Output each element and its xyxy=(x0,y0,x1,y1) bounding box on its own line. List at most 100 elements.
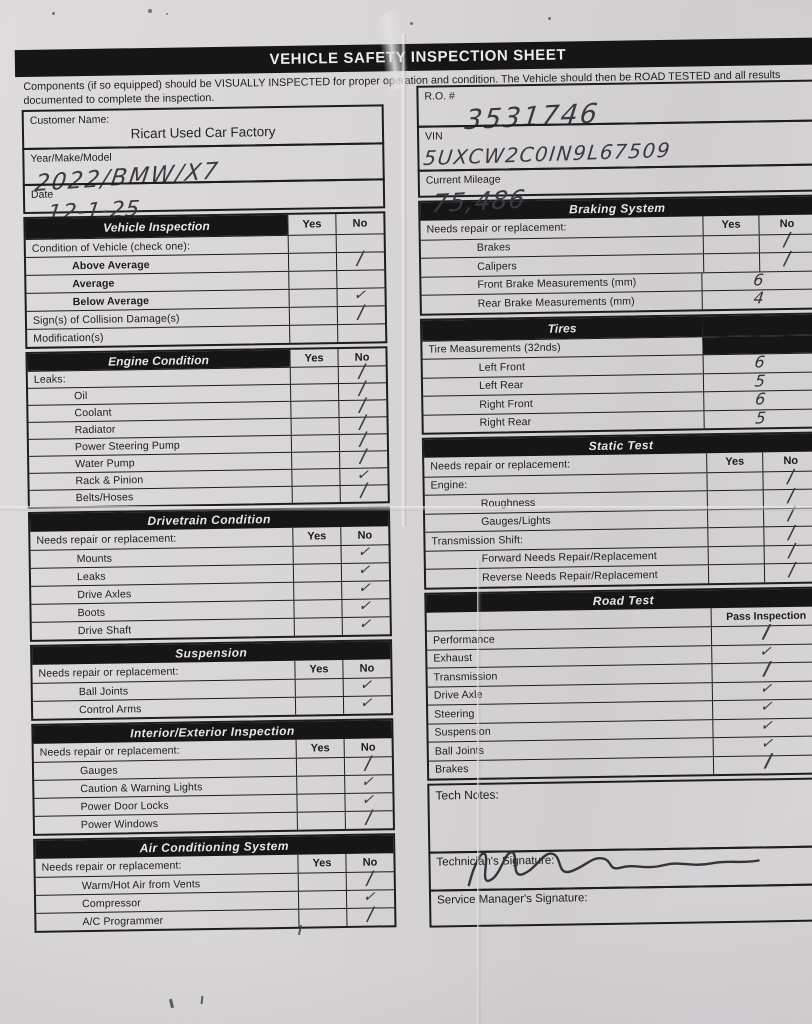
yes-header-cell: Yes xyxy=(297,853,346,873)
section-air-conditioning-system: Air Conditioning System Needs repair or r… xyxy=(33,833,397,933)
yes-cell xyxy=(289,367,338,384)
measurement-value: 5 xyxy=(754,371,767,391)
yes-cell xyxy=(292,546,341,564)
right-column: R.O. # 3531746 VIN 5UXCW2C0IN9L67509 Cur… xyxy=(416,79,812,928)
check-mark: ✓ xyxy=(758,697,777,717)
check-mark: ✓ xyxy=(358,693,377,713)
yes-cell xyxy=(296,776,345,794)
black-cell xyxy=(702,335,812,355)
row-label: Control Arms xyxy=(78,702,142,716)
yes-cell xyxy=(706,490,763,509)
section-engine-condition: Engine Condition Yes No Leaks: / Oil / Coolant /… xyxy=(25,346,390,509)
service-manager-signature-box: Service Manager's Signature: xyxy=(428,883,812,928)
row-label: A/C Programmer xyxy=(82,914,164,928)
yes-cell xyxy=(289,384,339,401)
value-cell: 6 xyxy=(701,270,812,291)
yes-cell xyxy=(296,811,345,830)
pass-cell: / xyxy=(711,656,812,682)
no-cell: / xyxy=(335,245,385,271)
yes-cell xyxy=(296,794,345,812)
no-cell: / xyxy=(762,501,812,527)
yes-cell xyxy=(297,890,347,909)
left-sections: Vehicle Inspection Yes No Condition of Vehi… xyxy=(23,211,397,933)
tech-notes-box: Tech Notes: xyxy=(427,777,812,854)
measurement-value: 6 xyxy=(753,352,767,372)
no-cell: / xyxy=(763,519,812,545)
field-current-mileage: Current Mileage 75,486 xyxy=(417,163,812,218)
pass-cell: ✓ xyxy=(712,734,812,756)
pass-cell: ✓ xyxy=(711,642,812,664)
yes-cell xyxy=(702,234,759,254)
section-banner: Vehicle Inspection xyxy=(25,214,288,239)
yes-cell xyxy=(707,545,764,565)
yes-cell xyxy=(289,325,338,343)
yes-cell xyxy=(294,697,344,715)
pass-cell: ✓ xyxy=(712,697,812,719)
no-cell: / xyxy=(344,804,393,829)
yes-cell xyxy=(290,418,339,435)
form-title: VEHICLE SAFETY INSPECTION SHEET xyxy=(269,46,567,69)
pass-cell: ✓ xyxy=(712,715,812,738)
row-label: Reverse Needs Repair/Replacement xyxy=(481,568,658,584)
section-interior-exterior-inspection: Interior/Exterior Inspection Needs repair… xyxy=(31,718,395,836)
slash-mark: / xyxy=(355,244,366,270)
yes-header-cell: Yes xyxy=(289,349,338,367)
yes-cell xyxy=(293,618,342,636)
yes-cell xyxy=(291,486,340,503)
black-cell xyxy=(701,314,812,336)
check-mark: ✓ xyxy=(356,560,375,580)
slash-mark: / xyxy=(358,477,370,503)
measurement-value: 6 xyxy=(752,270,766,290)
slash-mark: / xyxy=(364,803,375,829)
yes-cell xyxy=(295,758,345,776)
check-mark: ✓ xyxy=(759,715,777,735)
section-vehicle-inspection: Vehicle Inspection Yes No Condition of Vehi… xyxy=(23,211,388,349)
slash-mark: / xyxy=(782,245,793,271)
pass-cell: ✓ xyxy=(711,678,812,701)
value-cell: 6 xyxy=(703,389,812,410)
value-cell: 5 xyxy=(703,408,812,429)
yes-header-cell: Yes xyxy=(706,452,763,472)
value-cell: 4 xyxy=(701,289,812,309)
section-road-test: Road Test Pass Inspection Performance / Exha… xyxy=(424,585,812,781)
no-cell: / xyxy=(762,464,812,490)
check-mark: ✓ xyxy=(358,675,377,695)
section-drivetrain-condition: Drivetrain Condition Needs repair or repl… xyxy=(27,506,392,642)
yes-cell xyxy=(287,253,337,271)
dust-speck xyxy=(148,9,152,13)
row-label: Brakes xyxy=(434,763,469,776)
left-column: Customer Name: Ricart Used Car Factory Y… xyxy=(21,104,397,933)
slash-mark: / xyxy=(787,556,798,582)
dust-speck xyxy=(410,22,413,25)
no-cell: / xyxy=(339,477,388,503)
dust-speck xyxy=(166,13,168,15)
yes-cell xyxy=(293,582,342,600)
service-manager-signature-label: Service Manager's Signature: xyxy=(437,892,588,907)
yes-cell xyxy=(297,872,346,891)
yes-cell xyxy=(288,271,337,289)
no-cell: / xyxy=(336,299,386,325)
no-cell: / xyxy=(763,556,812,582)
no-header-cell: No xyxy=(762,451,812,471)
value-cell: 5 xyxy=(702,371,812,392)
yes-cell xyxy=(288,289,337,307)
yes-cell xyxy=(290,435,340,452)
check-mark: ✓ xyxy=(360,772,378,792)
yes-header-cell: Yes xyxy=(295,739,344,758)
yes-header-cell: Yes xyxy=(294,660,343,679)
measurement-value: 6 xyxy=(754,389,768,409)
row-label: Drive Shaft xyxy=(77,623,132,637)
field-date: Date 12-1-25 xyxy=(22,178,386,227)
check-mark: ✓ xyxy=(357,578,375,598)
pass-header-cell: Pass Inspection xyxy=(710,606,812,627)
slash-mark: / xyxy=(358,443,369,469)
tech-notes-label: Tech Notes: xyxy=(435,787,499,803)
yes-cell xyxy=(287,235,336,253)
yes-cell xyxy=(288,307,338,325)
row-label: Power Windows xyxy=(80,817,159,831)
no-cell: ✓ xyxy=(341,614,390,636)
check-mark: ✓ xyxy=(758,678,777,698)
yes-cell xyxy=(706,471,763,491)
row-label: Rear Brake Measurements (mm) xyxy=(477,295,635,310)
